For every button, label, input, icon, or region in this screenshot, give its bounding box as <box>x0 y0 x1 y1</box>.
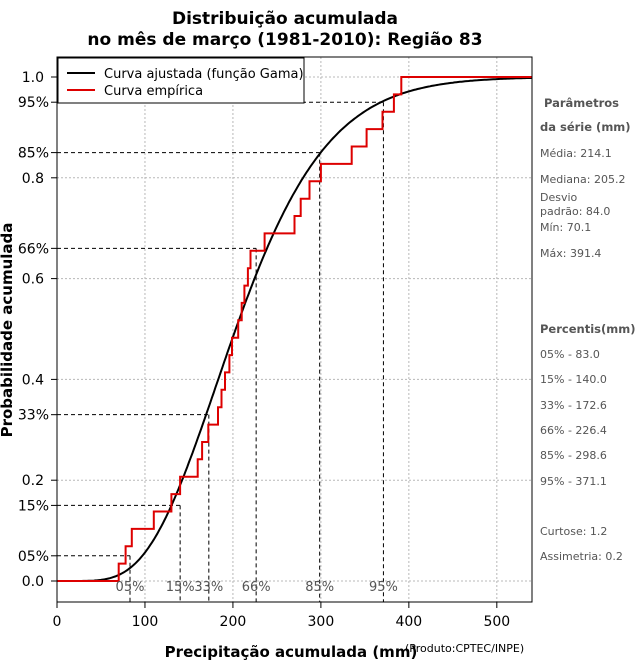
percentile-33: 33% - 172.6 <box>540 399 607 412</box>
y-tick-label: 0.0 <box>22 574 44 590</box>
stat-stddev-line2: padrão: 84.0 <box>540 205 610 218</box>
legend-label-empirical: Curva empírica <box>104 84 203 99</box>
percentile-05: 05% - 83.0 <box>540 348 600 361</box>
y-tick-label: 0.2 <box>22 473 44 489</box>
percentile-x-label: 05% <box>116 580 145 595</box>
percentile-x-label: 85% <box>305 580 334 595</box>
percentile-axis-label: 95% <box>18 95 49 111</box>
percentile-reference-lines <box>57 101 384 602</box>
stat-mean: Média: 214.1 <box>540 147 612 160</box>
x-tick-label: 500 <box>483 614 510 630</box>
y-tick-label: 1.0 <box>22 70 44 86</box>
percentiles-title: Percentis(mm) <box>540 322 635 336</box>
statistics-panel: Parâmetros da série (mm) Média: 214.1 Me… <box>540 96 635 563</box>
legend: Curva ajustada (função Gama) Curva empír… <box>57 57 305 104</box>
percentile-85: 85% - 298.6 <box>540 449 607 462</box>
legend-box <box>57 57 305 104</box>
percentile-x-label: 33% <box>194 580 223 595</box>
percentile-15: 15% - 140.0 <box>540 373 607 386</box>
percentile-66: 66% - 226.4 <box>540 424 607 437</box>
stat-median: Mediana: 205.2 <box>540 173 625 186</box>
chart-title: Distribuição acumulada <box>172 9 398 29</box>
params-title-line1: Parâmetros <box>544 96 619 110</box>
legend-label-gamma: Curva ajustada (função Gama) <box>104 67 304 82</box>
grid-lines <box>56 57 532 602</box>
y-axis: 0.0 0.2 0.4 0.6 0.8 1.0 <box>22 70 57 590</box>
percentile-x-label: 15% <box>166 580 195 595</box>
empirical-step-curve <box>57 76 532 582</box>
y-tick-label: 0.4 <box>22 372 44 388</box>
params-title-line2: da série (mm) <box>540 120 631 134</box>
percentile-x-labels: 05% 15% 33% 66% 85% 95% <box>116 580 398 595</box>
plot-frame <box>56 56 533 603</box>
percentile-95: 95% - 371.1 <box>540 475 607 488</box>
x-tick-label: 400 <box>395 614 422 630</box>
x-tick-label: 100 <box>132 614 159 630</box>
percentile-x-label: 66% <box>242 580 271 595</box>
stat-max: Máx: 391.4 <box>540 247 601 260</box>
stat-min: Mín: 70.1 <box>540 221 591 234</box>
percentile-axis-labels: 05% 15% 33% 66% 85% 95% <box>18 95 57 565</box>
y-tick-label: 0.8 <box>22 171 44 187</box>
x-axis: 0 100 200 300 400 500 <box>53 602 510 630</box>
product-credit: (Produto:CPTEC/INPE) <box>405 642 524 655</box>
x-tick-label: 300 <box>308 614 335 630</box>
stat-stddev-line1: Desvio <box>540 191 578 204</box>
percentile-axis-label: 05% <box>18 549 49 565</box>
y-tick-label: 0.6 <box>22 272 44 288</box>
percentile-axis-label: 66% <box>18 241 49 257</box>
x-tick-label: 200 <box>220 614 247 630</box>
percentile-axis-label: 85% <box>18 146 49 162</box>
x-tick-label: 0 <box>53 614 62 630</box>
chart-subtitle: no mês de março (1981-2010): Região 83 <box>87 30 482 50</box>
percentile-axis-label: 33% <box>18 408 49 424</box>
stat-kurtosis: Curtose: 1.2 <box>540 525 607 538</box>
percentile-x-label: 95% <box>369 580 398 595</box>
x-axis-label: Precipitação acumulada (mm) <box>165 643 418 660</box>
gamma-fit-curve <box>57 76 533 582</box>
plot-area <box>56 56 533 603</box>
percentile-axis-label: 15% <box>18 498 49 514</box>
stat-skewness: Assimetria: 0.2 <box>540 550 623 563</box>
y-axis-label: Probabilidade acumulada <box>0 223 16 438</box>
